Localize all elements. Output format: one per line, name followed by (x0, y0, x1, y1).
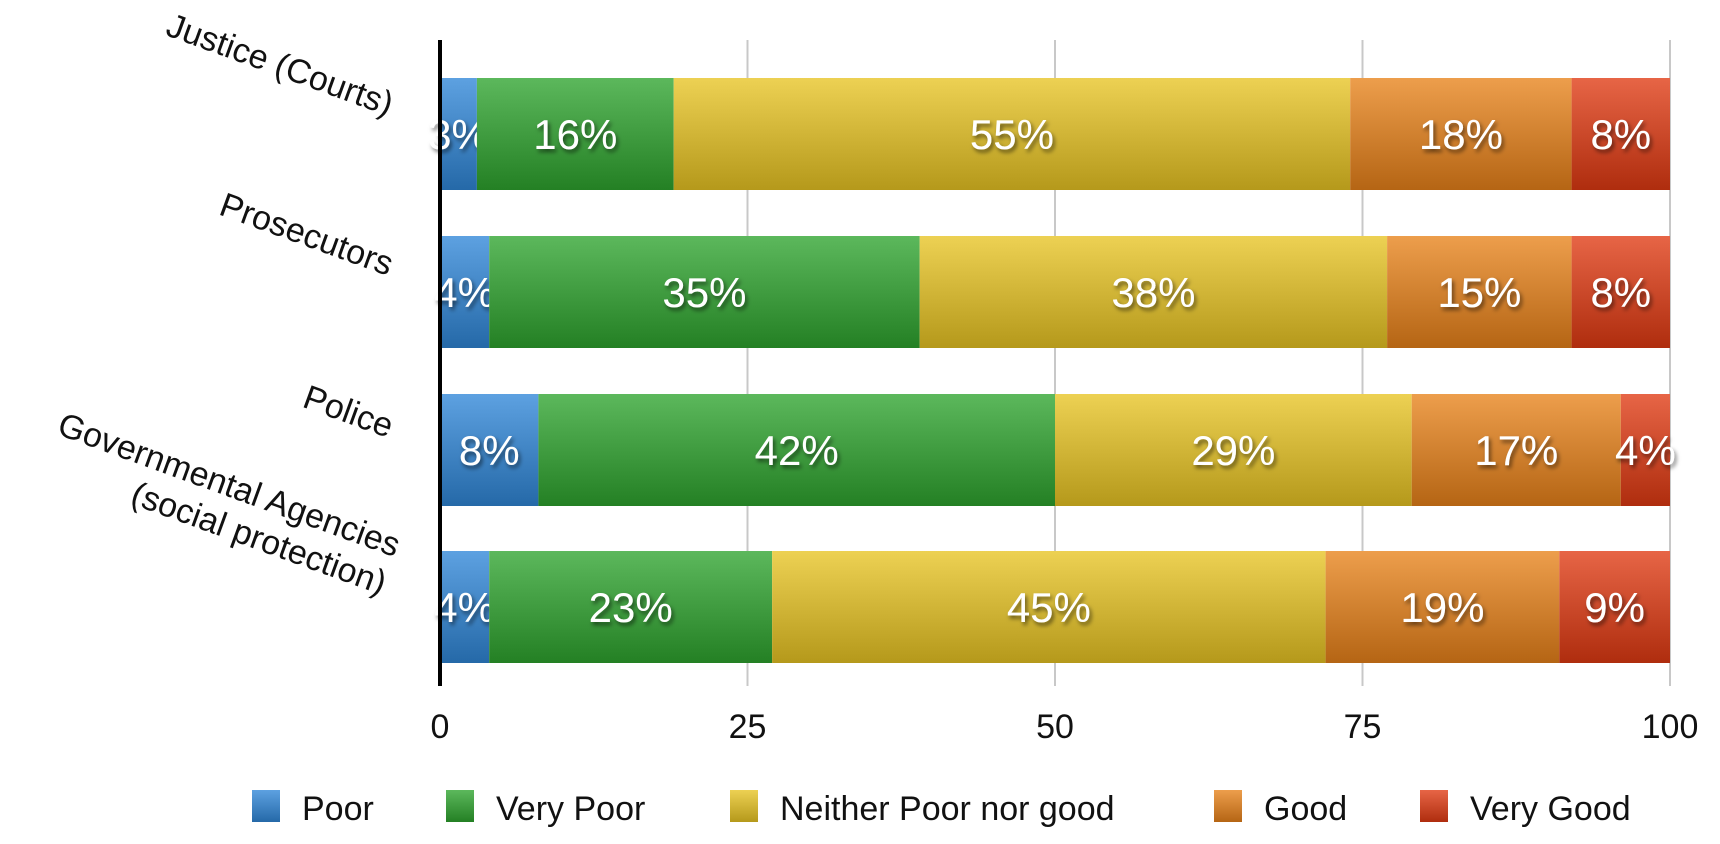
category-label: Prosecutors (215, 186, 398, 284)
bar-segment (1559, 551, 1670, 663)
bar-segment (489, 551, 773, 663)
bar-segment (476, 78, 674, 190)
x-tick-label: 50 (1036, 708, 1074, 746)
data-label: 4% (1615, 427, 1676, 474)
bar-segment (1411, 394, 1621, 506)
x-tick-label: 0 (431, 708, 450, 746)
legend-swatch (730, 790, 758, 822)
bar-segment (1325, 551, 1560, 663)
x-tick-label: 100 (1642, 708, 1699, 746)
legend-label: Neither Poor nor good (780, 790, 1115, 828)
data-label: 18% (1419, 111, 1503, 158)
bar-segment (919, 236, 1388, 348)
data-label: 16% (533, 111, 617, 158)
data-label: 4% (434, 269, 495, 316)
data-label: 38% (1111, 269, 1195, 316)
x-axis-ticks: 0 25 50 75 100 (431, 708, 1699, 746)
x-tick-label: 25 (729, 708, 767, 746)
bar-segment (772, 551, 1326, 663)
legend-label: Good (1264, 790, 1347, 828)
bar-segment (1055, 394, 1412, 506)
legend-swatch (1420, 790, 1448, 822)
data-label: 23% (589, 584, 673, 631)
bars: 3% 16% 55% 18% 8%4% 35% 38% 15% 8%8% 42% 29% 17% 4%4… (428, 78, 1676, 663)
bar-segment (1387, 236, 1572, 348)
bar-segment (440, 236, 490, 348)
data-label: 9% (1584, 584, 1645, 631)
data-label: 42% (755, 427, 839, 474)
bar-segment (1571, 78, 1670, 190)
data-label: 8% (1590, 111, 1651, 158)
data-label: 4% (434, 584, 495, 631)
legend-label: Very Poor (496, 790, 645, 828)
legend-swatch (1214, 790, 1242, 822)
category-labels: Justice (Courts) Prosecutors PoliceGovernm… (39, 6, 405, 603)
data-label: 45% (1007, 584, 1091, 631)
x-tick-label: 75 (1344, 708, 1382, 746)
data-label: 15% (1437, 269, 1521, 316)
legend-label: Very Good (1470, 790, 1631, 828)
legend-label: Poor (302, 790, 374, 828)
bar-segment (1571, 236, 1670, 348)
bar-segment (1620, 394, 1670, 506)
bar-segment (673, 78, 1351, 190)
data-label: 35% (662, 269, 746, 316)
category-label: Justice (Courts) (162, 6, 399, 123)
bar-segment (489, 236, 920, 348)
bar-segment (538, 394, 1055, 506)
bar-segment (440, 78, 477, 190)
category-label: Police (298, 378, 398, 445)
bar-segment (440, 551, 490, 663)
data-label: 8% (1590, 269, 1651, 316)
data-label: 55% (970, 111, 1054, 158)
data-label: 8% (459, 427, 520, 474)
legend-swatch (446, 790, 474, 822)
bar-segment (1350, 78, 1572, 190)
legend: Poor Very Poor Neither Poor nor good Good Ve… (252, 790, 1631, 828)
data-label: 29% (1191, 427, 1275, 474)
data-label: 19% (1400, 584, 1484, 631)
bar-segment (440, 394, 539, 506)
legend-swatch (252, 790, 280, 822)
data-label: 17% (1474, 427, 1558, 474)
category-label: Governmental Agencies(social protection) (39, 406, 405, 603)
